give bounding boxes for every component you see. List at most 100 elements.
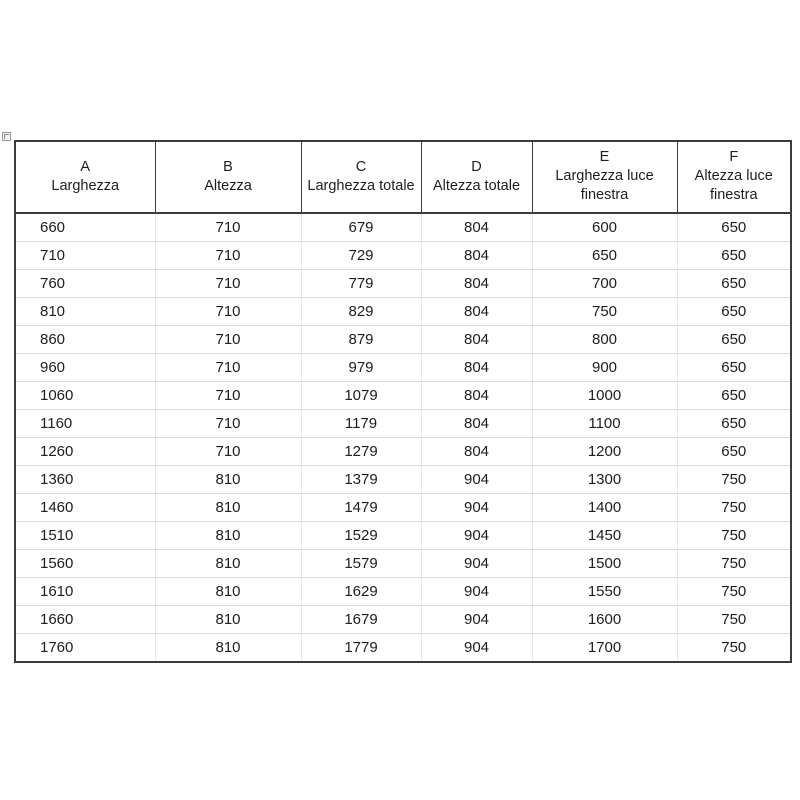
table-move-handle-icon[interactable] — [2, 132, 11, 141]
column-header-d: D Altezza totale — [421, 141, 533, 215]
table-row: 760 710 779 804 700 650 — [15, 269, 791, 299]
cell-a: 1260 — [15, 437, 156, 467]
cell-a: 960 — [15, 353, 156, 383]
column-name-a: Larghezza — [51, 177, 120, 194]
table-header: A Larghezza B Altezza C Larghezza totale… — [15, 141, 791, 215]
cell-a: 660 — [15, 213, 156, 243]
cell-b: 810 — [155, 577, 302, 607]
cell-a: 710 — [15, 241, 156, 271]
cell-d: 904 — [421, 465, 533, 495]
cell-f: 750 — [677, 577, 791, 607]
cell-c: 1179 — [301, 409, 422, 439]
cell-e: 700 — [532, 269, 678, 299]
cell-b: 810 — [155, 633, 302, 663]
cell-d: 904 — [421, 577, 533, 607]
cell-e: 1600 — [532, 605, 678, 635]
cell-f: 650 — [677, 213, 791, 243]
column-letter-b: B — [223, 158, 233, 175]
table-container: A Larghezza B Altezza C Larghezza totale… — [14, 140, 792, 664]
cell-f: 650 — [677, 437, 791, 467]
column-letter-a: A — [80, 158, 91, 175]
column-name-c: Larghezza totale — [307, 177, 415, 194]
cell-b: 810 — [155, 493, 302, 523]
cell-b: 810 — [155, 521, 302, 551]
cell-d: 904 — [421, 521, 533, 551]
table-row: 1360 810 1379 904 1300 750 — [15, 465, 791, 495]
cell-c: 1479 — [301, 493, 422, 523]
cell-a: 1610 — [15, 577, 156, 607]
cell-b: 710 — [155, 437, 302, 467]
cell-c: 679 — [301, 213, 422, 243]
cell-e: 600 — [532, 213, 678, 243]
column-letter-d: D — [471, 158, 482, 175]
cell-b: 810 — [155, 549, 302, 579]
table-row: 1160 710 1179 804 1100 650 — [15, 409, 791, 439]
cell-b: 710 — [155, 325, 302, 355]
cell-b: 710 — [155, 353, 302, 383]
column-header-e: E Larghezza luce finestra — [532, 141, 678, 215]
cell-d: 804 — [421, 409, 533, 439]
cell-e: 900 — [532, 353, 678, 383]
table-row: 810 710 829 804 750 650 — [15, 297, 791, 327]
cell-f: 750 — [677, 493, 791, 523]
cell-c: 1579 — [301, 549, 422, 579]
cell-b: 710 — [155, 269, 302, 299]
cell-a: 1760 — [15, 633, 156, 663]
cell-b: 810 — [155, 465, 302, 495]
cell-f: 650 — [677, 241, 791, 271]
table-row: 960 710 979 804 900 650 — [15, 353, 791, 383]
cell-d: 804 — [421, 381, 533, 411]
cell-a: 1560 — [15, 549, 156, 579]
table-row: 1610 810 1629 904 1550 750 — [15, 577, 791, 607]
column-header-f: F Altezza luce finestra — [677, 141, 791, 215]
table-row: 660 710 679 804 600 650 — [15, 213, 791, 243]
column-letter-c: C — [355, 158, 367, 175]
cell-e: 1300 — [532, 465, 678, 495]
cell-c: 1079 — [301, 381, 422, 411]
cell-c: 779 — [301, 269, 422, 299]
cell-d: 804 — [421, 297, 533, 327]
cell-a: 1160 — [15, 409, 156, 439]
table-body: 660 710 679 804 600 650 710 710 729 804 650 650 760 7… — [15, 213, 791, 663]
cell-c: 1379 — [301, 465, 422, 495]
table-row: 710 710 729 804 650 650 — [15, 241, 791, 271]
cell-c: 1279 — [301, 437, 422, 467]
cell-f: 750 — [677, 605, 791, 635]
cell-a: 1660 — [15, 605, 156, 635]
table-row: 1660 810 1679 904 1600 750 — [15, 605, 791, 635]
cell-e: 1000 — [532, 381, 678, 411]
cell-a: 1360 — [15, 465, 156, 495]
cell-e: 750 — [532, 297, 678, 327]
table-row: 1060 710 1079 804 1000 650 — [15, 381, 791, 411]
column-letter-e: E — [599, 149, 610, 165]
column-name-e: Larghezza luce finestra — [555, 168, 654, 204]
cell-a: 810 — [15, 297, 156, 327]
cell-f: 650 — [677, 325, 791, 355]
cell-b: 810 — [155, 605, 302, 635]
header-row: A Larghezza B Altezza C Larghezza totale… — [15, 141, 791, 215]
cell-f: 750 — [677, 633, 791, 663]
cell-f: 750 — [677, 465, 791, 495]
cell-b: 710 — [155, 297, 302, 327]
cell-e: 1400 — [532, 493, 678, 523]
table-row: 1460 810 1479 904 1400 750 — [15, 493, 791, 523]
cell-e: 1450 — [532, 521, 678, 551]
cell-f: 650 — [677, 269, 791, 299]
column-name-d: Altezza totale — [432, 177, 521, 194]
cell-c: 829 — [301, 297, 422, 327]
cell-d: 804 — [421, 241, 533, 271]
cell-f: 650 — [677, 353, 791, 383]
cell-d: 904 — [421, 549, 533, 579]
cell-d: 904 — [421, 633, 533, 663]
cell-d: 904 — [421, 605, 533, 635]
cell-b: 710 — [155, 381, 302, 411]
cell-b: 710 — [155, 213, 302, 243]
cell-f: 750 — [677, 521, 791, 551]
cell-b: 710 — [155, 409, 302, 439]
table-row: 1260 710 1279 804 1200 650 — [15, 437, 791, 467]
table-row: 1560 810 1579 904 1500 750 — [15, 549, 791, 579]
cell-e: 1100 — [532, 409, 678, 439]
cell-b: 710 — [155, 241, 302, 271]
cell-e: 650 — [532, 241, 678, 271]
cell-f: 650 — [677, 297, 791, 327]
